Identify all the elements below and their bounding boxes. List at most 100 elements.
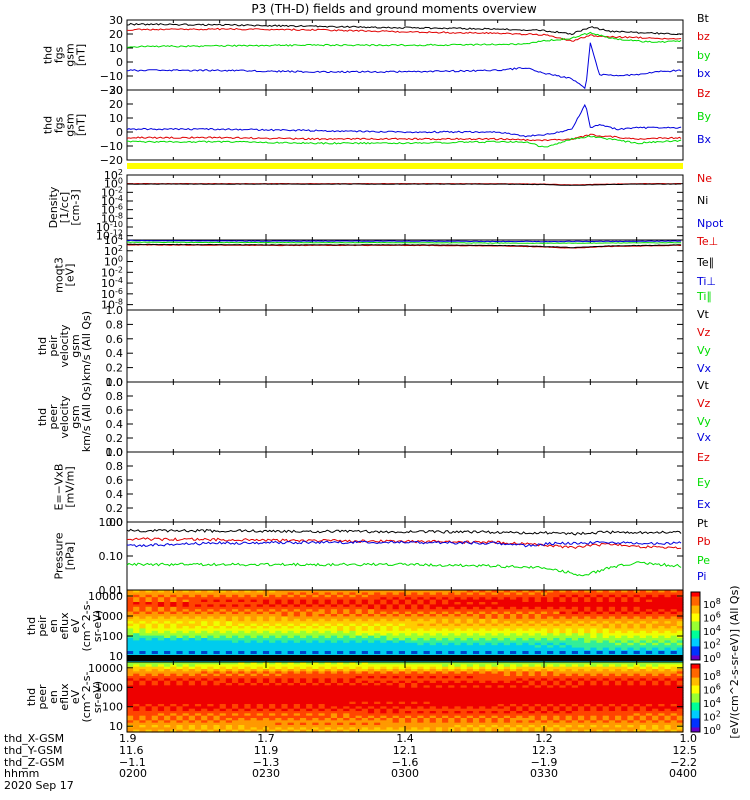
legend-entry: Te⊥	[696, 235, 718, 248]
y-tick-label: −20	[100, 154, 123, 167]
x-tick-label: −1.6	[392, 756, 419, 769]
x-tick-label: 12.1	[393, 744, 418, 757]
y-axis-label: Density	[47, 186, 60, 228]
y-tick-label: 0	[116, 56, 123, 69]
y-axis-label: km/s (All Qs)	[80, 382, 93, 452]
legend-entry: Ez	[697, 451, 710, 464]
legend-entry: Vz	[697, 326, 711, 339]
y-tick-label: 10-12	[96, 229, 123, 243]
y-tick-label: −10	[100, 70, 123, 83]
y-tick-label: 1000	[95, 610, 123, 623]
x-tick-label: 12.3	[532, 744, 557, 757]
y-tick-label: 0.6	[106, 333, 124, 346]
y-tick-label: 10-6	[101, 287, 123, 301]
legend-entry: Ex	[697, 498, 711, 511]
x-row-label: thd_Y-GSM	[4, 744, 63, 757]
y-axis-label: [1/cc]	[58, 192, 71, 223]
y-tick-label: 0.8	[106, 460, 124, 473]
y-axis-label: thd	[25, 688, 38, 706]
x-tick-label: 1.0	[680, 732, 698, 745]
y-tick-label: 10-8	[101, 211, 123, 225]
panel-frame	[126, 381, 684, 453]
panel-5: 1.00.80.60.40.20.0thdpeirvelocitygsmkm/s…	[36, 304, 712, 389]
legend-entry: bz	[697, 30, 710, 43]
series-Te∥	[127, 243, 682, 249]
y-axis-label: gsm	[69, 334, 82, 357]
series-Bx	[126, 103, 682, 138]
legend-entry: Te∥	[696, 256, 714, 269]
x-tick-label: 1.9	[119, 732, 137, 745]
x-tick-label: 11.9	[254, 744, 279, 757]
colorbar-label: [eV/(cm^2-s-sr-eV)] (All Qs)	[728, 585, 741, 738]
y-axis-label: gsm	[64, 113, 77, 136]
y-tick-label: 10	[109, 42, 123, 55]
x-tick-label: 0230	[252, 767, 280, 780]
y-axis-label: km/s (All Qs)	[80, 311, 93, 381]
legend-entry: Vt	[697, 308, 710, 321]
y-axis-label: gsm	[69, 405, 82, 428]
y-axis-label: thd	[36, 337, 49, 355]
y-tick-label: 0	[116, 126, 123, 139]
legend-entry: Pb	[697, 535, 711, 548]
y-tick-label: 10-4	[101, 194, 123, 208]
y-tick-label: 10-2	[101, 185, 123, 199]
legend-entry: Bt	[697, 12, 710, 25]
y-tick-label: 10-2	[101, 265, 123, 279]
legend-entry: Pi	[697, 570, 706, 583]
y-tick-label: 10000	[88, 590, 123, 603]
y-axis-label: fgs	[53, 116, 66, 133]
y-tick-label: 0.2	[106, 362, 124, 375]
y-axis-label: [nT]	[75, 44, 88, 66]
legend-entry: By	[697, 110, 712, 123]
y-tick-label: 1.0	[106, 376, 124, 389]
y-tick-label: 0.8	[106, 318, 124, 331]
y-tick-label: 102	[104, 244, 123, 258]
colorbar-tick: 102	[703, 638, 721, 652]
y-tick-label: 100	[104, 177, 123, 191]
y-tick-label: 30	[109, 84, 123, 97]
y-tick-label: 1.00	[99, 516, 124, 529]
y-tick-label: 10	[109, 112, 123, 125]
series-Pi	[126, 540, 682, 548]
colorbar-tick: 104	[703, 624, 721, 638]
series-By	[126, 135, 682, 148]
panel-frame	[126, 521, 684, 591]
x-tick-label: 0300	[391, 767, 419, 780]
panel-frame	[126, 451, 684, 523]
x-row-label: thd_Z-GSM	[4, 756, 64, 769]
y-tick-label: 100	[104, 255, 123, 269]
colorbar-tick: 100	[703, 723, 721, 737]
y-axis-label: peir	[47, 335, 60, 357]
y-tick-label: 0.0	[106, 376, 124, 389]
panel-6: 1.00.80.60.40.20.0thdpeervelocitygsmkm/s…	[36, 376, 712, 459]
y-tick-label: 10-10	[96, 220, 123, 234]
x-tick-label: 1.7	[257, 732, 275, 745]
series-Pe	[126, 561, 682, 577]
y-axis-label: moqt3	[53, 257, 66, 293]
series-bx	[126, 42, 682, 90]
figure-title: P3 (TH-D) fields and ground moments over…	[251, 2, 536, 16]
series-Pt	[126, 528, 682, 536]
y-axis-label: [cm-3]	[69, 189, 82, 225]
y-tick-label: 0.2	[106, 502, 124, 515]
y-tick-label: 0.6	[106, 404, 124, 417]
y-axis-label: thd	[36, 408, 49, 426]
series-Ti⊥	[126, 239, 682, 243]
y-axis-label: [eV]	[64, 264, 77, 287]
y-tick-label: 10-8	[101, 298, 123, 312]
series-bz	[126, 27, 682, 42]
x-tick-label: −2.2	[670, 756, 697, 769]
y-axis-label: eV	[69, 618, 82, 633]
y-tick-label: 100	[102, 630, 123, 643]
y-tick-label: 0.6	[106, 474, 124, 487]
data-quality-bar	[127, 163, 683, 169]
y-axis-label: (cm^2-s-	[80, 672, 93, 723]
legend-entry: bx	[697, 67, 711, 80]
colorbar-tick: 102	[703, 710, 721, 724]
y-axis-label: eflux	[58, 683, 71, 711]
y-tick-label: 0.8	[106, 390, 124, 403]
